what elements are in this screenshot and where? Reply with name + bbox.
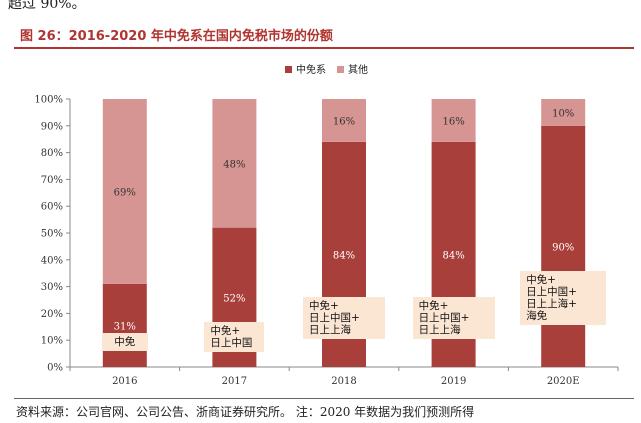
previous-page-text: 超过 90%。 <box>8 0 86 12</box>
data-label-other: 10% <box>552 108 574 119</box>
y-tick-label: 60% <box>41 202 63 213</box>
callout-line: 中免+ <box>526 274 556 286</box>
callout-box: 中免+ 日上中国+ 日上上海 <box>303 297 385 339</box>
bar-segment-main <box>541 125 586 367</box>
y-tick-label: 20% <box>41 309 63 320</box>
y-tick-label: 40% <box>41 255 63 266</box>
title-divider <box>14 47 634 49</box>
data-label-main: 90% <box>552 242 574 253</box>
x-tick-label: 2016 <box>112 376 137 387</box>
callout-line: 日上上海 <box>309 324 351 336</box>
callout-line: 海免 <box>526 310 548 322</box>
y-tick-label: 10% <box>41 336 63 347</box>
legend-swatch-other <box>337 66 344 73</box>
callout-line: 日上中国 <box>210 337 253 349</box>
data-label-main: 52% <box>223 293 245 304</box>
callout-line: 日上中国+ <box>526 286 577 298</box>
callout-line: 日上中国+ <box>309 312 360 324</box>
callout-box: 中免+ 日上中国 <box>204 322 265 352</box>
data-label-main: 84% <box>333 250 355 261</box>
data-label-other: 69% <box>114 187 136 198</box>
legend-label-main: 中免系 <box>296 63 326 76</box>
bar-segment-other <box>322 99 366 142</box>
x-tick-label: 2019 <box>441 376 466 387</box>
callout-line: 日上上海+ <box>526 298 577 310</box>
y-tick-label: 90% <box>41 121 63 132</box>
y-tick-label: 30% <box>41 282 63 293</box>
data-label-other: 48% <box>223 159 245 170</box>
y-tick-label: 80% <box>41 148 63 159</box>
data-label-main: 31% <box>114 321 136 332</box>
legend-label-other: 其他 <box>348 63 368 76</box>
x-tick-label: 2020E <box>547 376 580 387</box>
data-label-other: 16% <box>442 116 464 127</box>
bar-segment-other <box>212 99 257 228</box>
x-tick-label: 2018 <box>331 376 356 387</box>
source-divider <box>14 398 634 399</box>
callout-line: 日上上海 <box>418 324 461 336</box>
source-note: 资料来源：公司官网、公司公告、浙商证券研究所。 注：2020 年数据为我们预测所… <box>16 405 475 419</box>
callout-box: 中免+ 日上中国+ 日上上海+ 海免 <box>520 271 607 325</box>
callout-line: 中免+ <box>418 300 449 312</box>
figure-title: 图 26：2016-2020 年中免系在国内免税市场的份额 <box>20 29 333 44</box>
y-tick-label: 100% <box>34 95 63 106</box>
bar-segment-main <box>102 283 147 367</box>
callout-line: 中免 <box>114 336 136 348</box>
callout-line: 日上中国+ <box>418 312 470 324</box>
callout-line: 中免+ <box>210 325 241 337</box>
callout-box: 中免+ 日上中国+ 日上上海 <box>412 297 495 339</box>
data-label-other: 16% <box>333 116 355 127</box>
callout-line: 中免+ <box>309 300 339 312</box>
bar-segment-other <box>431 99 476 142</box>
y-tick-label: 50% <box>41 229 63 240</box>
data-label-main: 84% <box>442 250 464 261</box>
legend-swatch-main <box>285 66 292 73</box>
y-tick-label: 0% <box>47 363 63 374</box>
callout-box: 中免 <box>101 333 148 351</box>
bar-segment-other <box>102 99 147 284</box>
y-tick-label: 70% <box>41 175 63 186</box>
x-tick-label: 2017 <box>222 376 247 387</box>
bar-segment-other <box>541 99 586 126</box>
